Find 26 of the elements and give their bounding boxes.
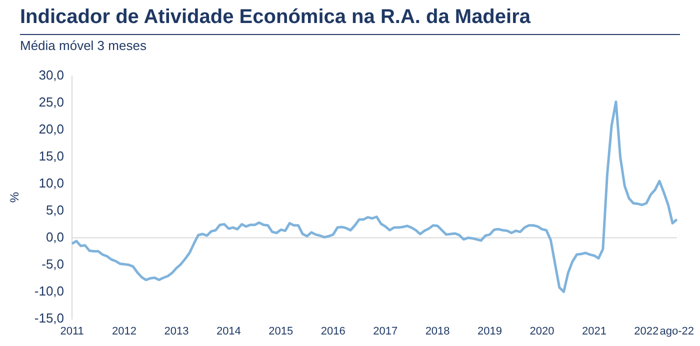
y-tick-label: 0,0 (46, 229, 64, 244)
chart-title: Indicador de Atividade Económica na R.A. da Madeira (20, 6, 530, 29)
y-axis-title: % (8, 192, 22, 203)
y-tick-label: 15,0 (38, 148, 64, 164)
x-tick-label: ago-22 (660, 325, 694, 338)
x-tick-label: 2018 (425, 325, 450, 338)
y-tick-label: 10,0 (38, 175, 64, 190)
x-tick-label: 2014 (216, 325, 241, 338)
x-tick-label: 2020 (530, 325, 554, 338)
x-tick-label: 2011 (60, 325, 84, 338)
x-tick-label: 2016 (320, 325, 346, 338)
y-tick-label: -5,0 (42, 256, 64, 272)
y-tick-label: 25,0 (38, 94, 64, 110)
y-tick-label: 30,0 (38, 67, 64, 82)
y-tick-label: -10,0 (34, 283, 64, 298)
y-tick-label: -15,0 (34, 310, 64, 326)
y-tick-label: 20,0 (38, 121, 64, 136)
chart-subtitle: Média móvel 3 meses (20, 38, 146, 53)
x-tick-label: 2017 (373, 325, 398, 338)
x-tick-label: 2019 (478, 325, 502, 338)
x-tick-label: 2015 (268, 325, 294, 338)
x-tick-label: 2021 (582, 325, 606, 338)
x-tick-label: 2022 (634, 325, 659, 338)
y-tick-label: 5,0 (46, 202, 64, 218)
x-tick-label: 2012 (112, 325, 136, 338)
x-tick-label: 2013 (164, 325, 189, 338)
